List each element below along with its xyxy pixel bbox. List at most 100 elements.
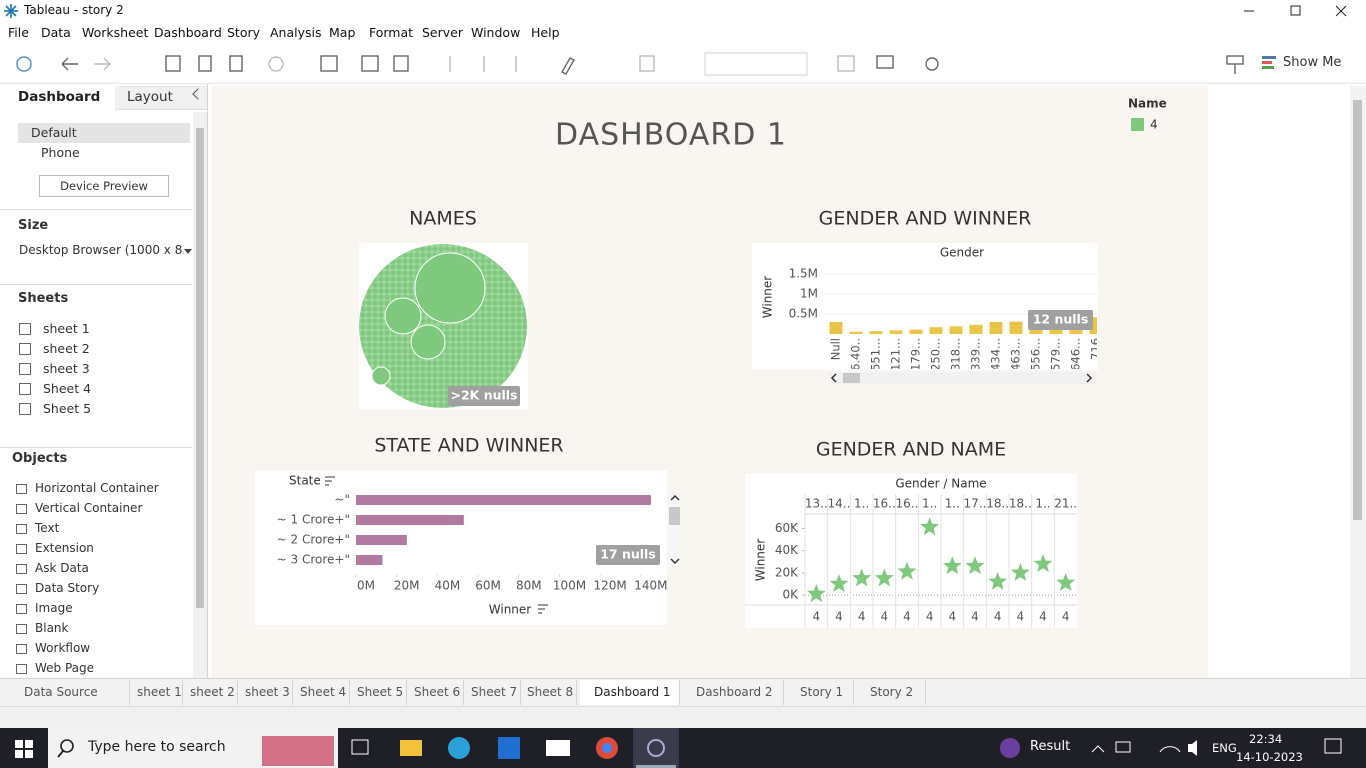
scroll-arrow xyxy=(670,494,680,565)
sheet-item[interactable]: sheet 3 xyxy=(43,361,90,376)
bar xyxy=(356,555,383,565)
column-header: Gender / Name xyxy=(895,477,986,491)
device-option[interactable]: Default xyxy=(31,125,77,140)
device-selected-bg xyxy=(18,123,190,143)
toolbar-icons[interactable] xyxy=(0,44,960,84)
menu-item[interactable]: Format xyxy=(369,25,414,40)
separator xyxy=(0,209,192,210)
sheet-item[interactable]: sheet 1 xyxy=(43,321,90,336)
star-mark xyxy=(852,568,872,587)
sidebar-scroll-thumb[interactable] xyxy=(196,128,204,608)
taskbar-search[interactable]: Type here to search xyxy=(88,739,226,755)
sheet-item[interactable]: sheet 2 xyxy=(43,341,90,356)
legend-label: 4 xyxy=(1150,118,1158,132)
menu-item[interactable]: File xyxy=(8,25,29,40)
sheet-tab[interactable]: Story 1 xyxy=(786,680,854,705)
x-tick-label: 318... xyxy=(949,338,963,371)
y-tick-label: 0.5M xyxy=(789,307,818,321)
object-item[interactable]: Blank xyxy=(35,621,69,635)
sheet-tab[interactable]: sheet 3 xyxy=(239,680,293,705)
sheet-item[interactable]: Sheet 5 xyxy=(43,401,92,416)
object-icon xyxy=(16,584,27,594)
format-painter-icon[interactable] xyxy=(1220,44,1260,84)
clock-date[interactable]: 14-10-2023 xyxy=(1236,750,1303,764)
bar xyxy=(356,515,464,525)
bar xyxy=(829,322,843,334)
sheet-tab[interactable]: Dashboard 1 xyxy=(580,680,680,705)
sheet-tab[interactable]: Sheet 6 xyxy=(408,680,464,705)
menu-item[interactable]: Window xyxy=(471,25,521,40)
scroll-thumb[interactable] xyxy=(1353,100,1362,520)
bubble xyxy=(384,297,422,335)
sidebar-tab[interactable]: Layout xyxy=(127,89,173,105)
object-item[interactable]: Text xyxy=(35,521,60,535)
menu-item[interactable]: Story xyxy=(227,25,261,40)
vertical-scrollbar[interactable] xyxy=(1350,86,1366,678)
chart-title: GENDER AND NAME xyxy=(816,439,1006,461)
menu-item[interactable]: Data xyxy=(41,25,71,40)
menu-item[interactable]: Server xyxy=(422,25,463,40)
x-tick-label: 339... xyxy=(969,338,983,371)
chart-box xyxy=(752,243,1098,370)
menu-item[interactable]: Worksheet xyxy=(82,25,149,40)
window-controls[interactable] xyxy=(1236,0,1366,22)
object-item[interactable]: Horizontal Container xyxy=(35,481,159,495)
x-tick-label: Null xyxy=(829,338,843,360)
object-item[interactable]: Vertical Container xyxy=(35,501,143,515)
menu-item[interactable]: Help xyxy=(531,25,560,40)
null-badge-label: 17 nulls xyxy=(600,547,656,562)
y-tick-label: 1M xyxy=(800,287,818,301)
footer-label: 4 xyxy=(835,610,843,624)
sheet-tab[interactable]: Sheet 5 xyxy=(351,680,407,705)
sheet-tab[interactable]: Data Source xyxy=(10,680,130,705)
null-badge xyxy=(596,545,660,565)
object-item[interactable]: Extension xyxy=(35,541,94,555)
sheet-tab[interactable]: Sheet 7 xyxy=(465,680,521,705)
show-me-button[interactable]: Show Me xyxy=(1283,55,1342,70)
object-item[interactable]: Image xyxy=(35,601,73,615)
object-item[interactable]: Ask Data xyxy=(35,561,89,575)
x-tick-label: 60M xyxy=(475,579,501,593)
x-tick-label: 0M xyxy=(357,579,375,593)
bar xyxy=(1009,321,1023,334)
chart-title: STATE AND WINNER xyxy=(374,435,563,457)
object-item[interactable]: Data Story xyxy=(35,581,100,595)
sheet-tab[interactable]: Sheet 8 xyxy=(521,680,577,705)
sheet-tab[interactable]: Sheet 4 xyxy=(294,680,350,705)
null-badge-label: 12 nulls xyxy=(1033,312,1089,327)
star-mark xyxy=(874,568,894,587)
show-me-icon[interactable] xyxy=(1261,53,1281,73)
clock-time[interactable]: 22:34 xyxy=(1249,732,1283,746)
sheet-tab[interactable]: sheet 1 xyxy=(131,680,183,705)
menu-item[interactable]: Analysis xyxy=(270,25,322,40)
sidebar-tab[interactable]: Dashboard xyxy=(18,89,101,105)
y-tick-label: 20K xyxy=(775,565,799,579)
size-dropdown[interactable]: Desktop Browser (1000 x 8... xyxy=(19,243,184,257)
column-label: 1.. xyxy=(922,497,937,511)
object-icon xyxy=(16,664,27,674)
separator xyxy=(0,447,192,448)
x-tick-label: 120M xyxy=(594,579,627,593)
column-label: 18.. xyxy=(986,497,1009,511)
taskbar-app-label[interactable]: Result xyxy=(1030,739,1071,754)
sheet-item[interactable]: Sheet 4 xyxy=(43,381,92,396)
object-item[interactable]: Web Page xyxy=(35,661,95,675)
bubble xyxy=(371,366,391,386)
device-option[interactable]: Phone xyxy=(41,145,80,160)
menu-item[interactable]: Dashboard xyxy=(154,25,222,40)
device-preview-button[interactable]: Device Preview xyxy=(39,175,169,197)
sheet-tab[interactable]: Story 2 xyxy=(856,680,926,705)
sheet-icon xyxy=(19,403,31,415)
x-tick-label: 121... xyxy=(889,338,903,371)
scroll-arrow xyxy=(830,373,1093,383)
object-icon xyxy=(16,524,27,534)
taskbar-icons[interactable] xyxy=(0,728,1366,768)
sheet-tab[interactable]: sheet 2 xyxy=(184,680,238,705)
star-mark xyxy=(988,571,1008,590)
object-item[interactable]: Workflow xyxy=(35,641,91,655)
sheet-tab[interactable]: Dashboard 2 xyxy=(682,680,784,705)
menu-item[interactable]: Map xyxy=(329,25,356,40)
bubble xyxy=(410,324,446,360)
language-indicator[interactable]: ENG xyxy=(1212,741,1237,755)
